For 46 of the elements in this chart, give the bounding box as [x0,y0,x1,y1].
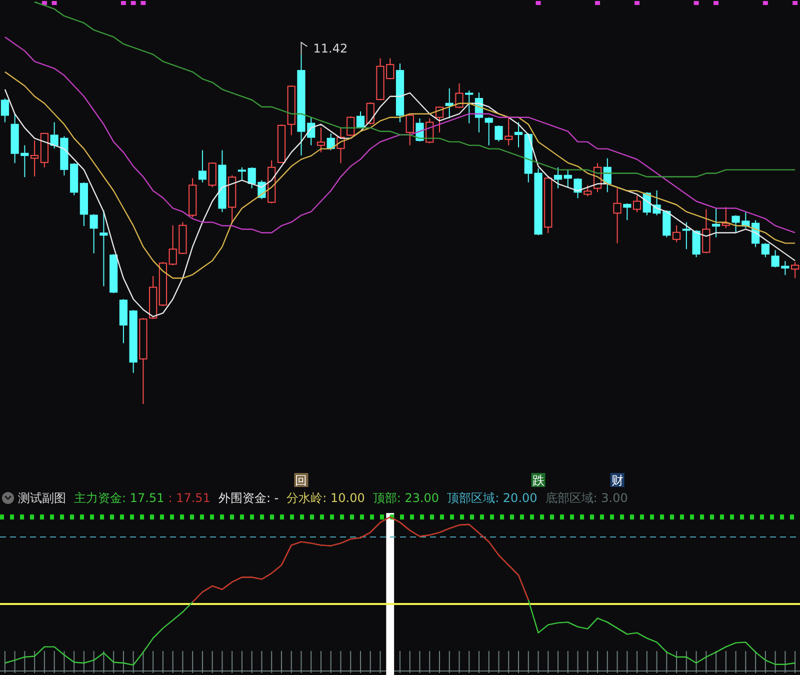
text: : 17.51 [168,491,210,505]
candlestick [623,202,632,221]
text: 财 [611,474,624,488]
candlestick [100,210,108,287]
candlestick [791,262,800,279]
candlestick [494,124,503,142]
candlestick [465,90,474,124]
candlestick [514,122,523,148]
candlestick [613,188,622,244]
candlestick [554,166,562,189]
candlestick [0,98,9,123]
candlestick [406,114,414,146]
text: 外围资金: - [218,491,279,505]
candlestick [366,102,374,125]
candlestick [504,116,513,146]
candlestick [712,208,720,238]
candlestick [484,116,493,146]
text: 分水岭: 10.00 [286,491,365,505]
text: 回 [295,474,308,488]
candlestick [584,184,592,197]
candlestick [90,214,98,254]
candlestick [445,88,454,119]
candlestick [702,208,710,254]
candlestick [722,206,730,229]
text: 顶部: 23.00 [372,491,440,505]
candlestick [761,242,770,258]
text: 底部区域: 3.00 [545,491,628,505]
text: 主力资金: 17.51 [74,491,164,505]
candlestick [574,178,582,199]
annotation: 11.42 [313,41,348,56]
candlestick [208,162,216,188]
candlestick [238,166,246,181]
text: 顶部区域: 20.00 [447,491,538,505]
candlestick [30,140,39,177]
candlestick [692,230,700,258]
candlestick [455,82,464,109]
candlestick [564,168,572,188]
candlestick [672,224,681,243]
candlestick [198,150,207,183]
candlestick [316,126,326,153]
candlestick [356,110,365,129]
candlestick [682,222,690,250]
chart-title: 测试副图 [18,491,66,505]
candlestick [632,194,642,213]
text: 跌 [532,474,544,488]
candlestick [435,106,444,133]
